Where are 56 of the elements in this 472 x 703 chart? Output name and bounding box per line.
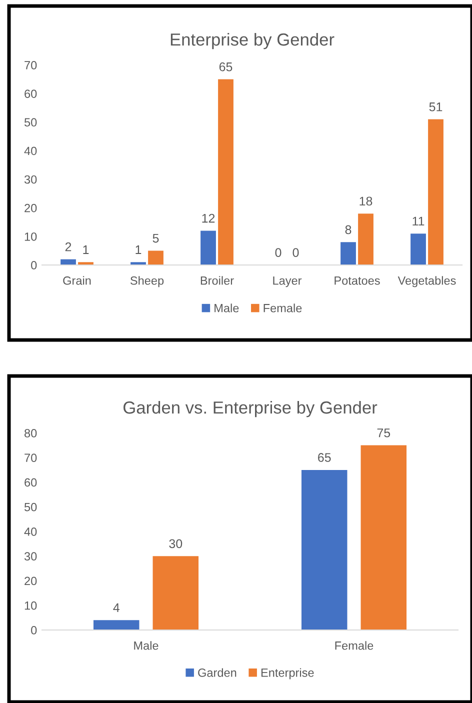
data-label: 11: [412, 216, 424, 226]
data-label: 30: [169, 539, 182, 548]
bar: [148, 250, 164, 265]
bar: [410, 234, 426, 265]
data-label: 1: [136, 245, 142, 254]
data-label: 51: [429, 102, 442, 112]
data-label: 4: [113, 603, 120, 612]
legend-label: Enterprise: [261, 668, 314, 680]
data-label: 12: [202, 214, 215, 223]
data-label: 0: [292, 248, 299, 257]
data-label: 65: [318, 453, 331, 462]
y-tick-label: 0: [31, 261, 37, 270]
data-label: 1: [83, 245, 89, 254]
x-tick-label: Grain: [63, 276, 91, 285]
data-label: 65: [219, 62, 232, 72]
chart-title: Garden vs. Enterprise by Gender: [124, 400, 378, 418]
legend-label: Garden: [198, 668, 236, 677]
y-tick-label: 30: [24, 552, 37, 561]
bar: [93, 620, 140, 630]
x-tick-label: Vegetables: [398, 276, 456, 288]
y-tick-label: 70: [24, 454, 37, 462]
bar: [428, 119, 444, 265]
bar: [340, 242, 356, 265]
bar: [218, 79, 234, 265]
bar: [360, 445, 407, 630]
bar: [200, 230, 216, 265]
x-tick-label: Layer: [273, 276, 302, 288]
y-tick-label: 0: [31, 626, 37, 634]
data-label: 75: [377, 428, 390, 438]
y-tick-label: 50: [24, 502, 37, 512]
x-tick-label: Broiler: [200, 276, 234, 285]
data-label: 18: [360, 196, 372, 206]
y-tick-label: 60: [24, 90, 37, 98]
y-tick-label: 40: [24, 146, 37, 156]
y-tick-label: 80: [24, 429, 37, 438]
legend-label: Male: [214, 304, 239, 312]
y-tick-label: 20: [24, 204, 37, 212]
x-tick-label: Potatoes: [334, 276, 380, 285]
data-label: 8: [345, 225, 352, 234]
y-tick-label: 10: [24, 601, 37, 610]
data-label: 5: [152, 234, 159, 243]
data-label: 2: [65, 242, 72, 252]
y-tick-label: 20: [24, 576, 37, 586]
bar: [301, 470, 348, 630]
bar: [152, 556, 199, 630]
chart-title: Enterprise by Gender: [170, 32, 334, 50]
y-tick-label: 10: [24, 232, 37, 241]
x-tick-label: Sheep: [130, 276, 164, 288]
y-tick-label: 50: [24, 118, 37, 127]
y-tick-label: 60: [24, 478, 37, 487]
bar: [358, 214, 374, 265]
y-tick-label: 40: [24, 528, 37, 536]
data-label: 0: [275, 248, 282, 257]
legend-label: Female: [264, 304, 302, 312]
y-tick-label: 30: [24, 175, 37, 184]
y-tick-label: 70: [24, 61, 37, 70]
